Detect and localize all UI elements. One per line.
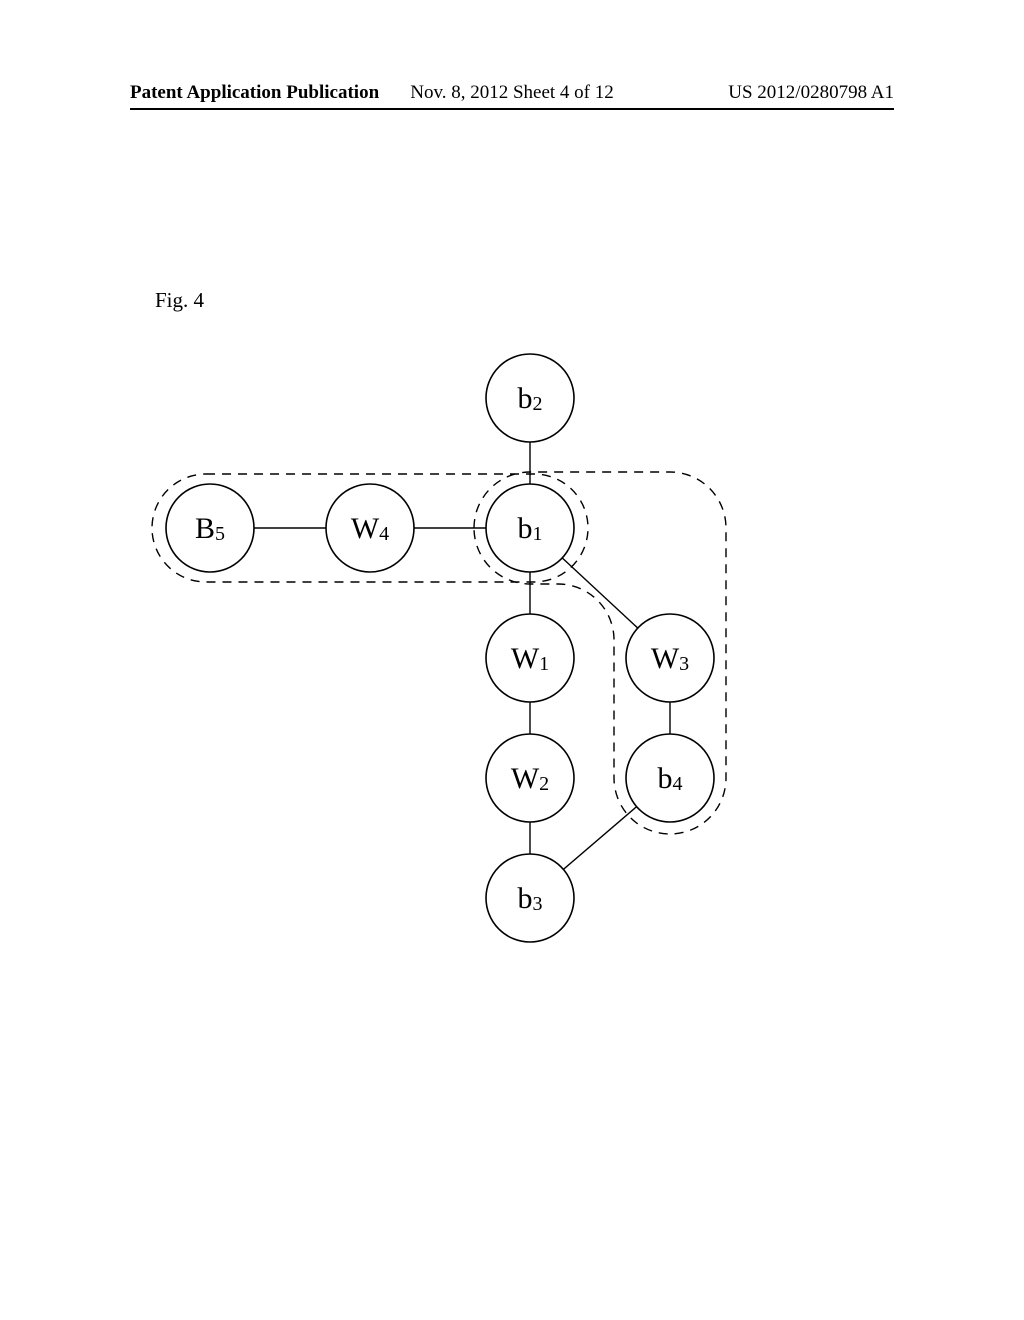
diagram-svg: B5 W4 b1 b2 W1 W2 b3 W3 b4: [100, 330, 860, 950]
node-W3: W3: [626, 614, 714, 702]
header-rule: [130, 108, 894, 110]
nodes-layer: B5 W4 b1 b2 W1 W2 b3 W3 b4: [166, 354, 714, 942]
node-W2: W2: [486, 734, 574, 822]
page: Patent Application Publication Nov. 8, 2…: [0, 0, 1024, 1320]
node-B5: B5: [166, 484, 254, 572]
node-b3: b3: [486, 854, 574, 942]
node-b2: b2: [486, 354, 574, 442]
edges-layer: [210, 398, 670, 898]
figure-label: Fig. 4: [155, 288, 204, 313]
node-W4: W4: [326, 484, 414, 572]
graph-diagram: B5 W4 b1 b2 W1 W2 b3 W3 b4: [100, 330, 860, 950]
page-header: Patent Application Publication Nov. 8, 2…: [130, 82, 894, 104]
header-right: US 2012/0280798 A1: [728, 82, 894, 104]
node-W1: W1: [486, 614, 574, 702]
node-b1: b1: [486, 484, 574, 572]
header-middle: Nov. 8, 2012 Sheet 4 of 12: [410, 82, 614, 104]
header-left: Patent Application Publication: [130, 82, 379, 104]
node-b4: b4: [626, 734, 714, 822]
